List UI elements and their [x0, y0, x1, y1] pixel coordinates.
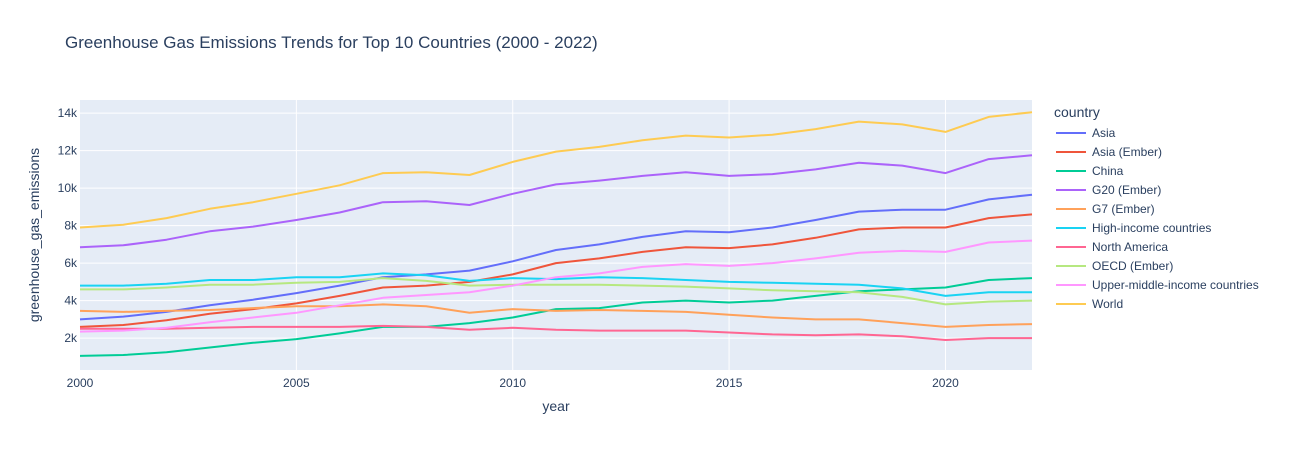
legend-swatch: [1056, 283, 1086, 286]
chart-title: Greenhouse Gas Emissions Trends for Top …: [65, 33, 598, 52]
legend-label: North America: [1092, 239, 1169, 254]
y-tick-label: 14k: [58, 106, 78, 120]
legend-swatch: [1056, 169, 1086, 172]
legend-item-china[interactable]: China: [1054, 161, 1259, 180]
legend-items: Asia Asia (Ember) China G20 (Ember) G7 (Embe…: [1054, 123, 1259, 313]
legend-swatch: [1056, 150, 1086, 153]
series-line-north-america[interactable]: [80, 324, 1032, 341]
x-tick-label: 2015: [716, 376, 743, 390]
legend-label: G20 (Ember): [1092, 182, 1162, 197]
legend-swatch: [1056, 207, 1086, 210]
legend-item-world[interactable]: World: [1054, 294, 1259, 313]
legend-swatch: [1056, 226, 1086, 229]
y-tick-label: 4k: [64, 294, 78, 308]
y-tick-label: 12k: [58, 144, 78, 158]
series-line-asia[interactable]: [79, 193, 1033, 321]
legend-label: Asia: [1092, 125, 1116, 140]
legend-label: OECD (Ember): [1092, 258, 1174, 273]
legend-label: China: [1092, 163, 1124, 178]
legend-label: G7 (Ember): [1092, 201, 1155, 216]
series-lines: [79, 111, 1033, 357]
legend-item-oecd-ember[interactable]: OECD (Ember): [1054, 256, 1259, 275]
legend-item-g7-ember[interactable]: G7 (Ember): [1054, 199, 1259, 218]
x-axis-title: year: [542, 398, 570, 414]
series-line-g20-ember[interactable]: [79, 154, 1033, 249]
legend-title: country: [1054, 104, 1100, 120]
y-tick-label: 8k: [64, 219, 78, 233]
legend-label: World: [1092, 296, 1124, 311]
y-tick-labels: 2k 4k 6k 8k 10k 12k 14k: [58, 106, 78, 345]
series-line-upper-middle-income-countries[interactable]: [79, 239, 1033, 333]
series-line-g7-ember[interactable]: [79, 303, 1033, 328]
legend-swatch: [1056, 302, 1086, 305]
series-line-high-income-countries[interactable]: [80, 272, 1032, 297]
series-line-world[interactable]: [79, 111, 1033, 229]
x-tick-labels: 2000 2005 2010 2015 2020: [67, 376, 959, 390]
series-line-asia-ember[interactable]: [79, 213, 1033, 328]
legend-label: High-income countries: [1092, 220, 1212, 235]
legend-swatch: [1056, 188, 1086, 191]
x-gridlines: [295, 100, 946, 370]
series-line-oecd-ember[interactable]: [80, 277, 1033, 306]
y-axis-title: greenhouse_gas_emissions: [26, 148, 42, 322]
x-tick-label: 2005: [283, 376, 310, 390]
legend-swatch: [1056, 264, 1086, 267]
legend-item-asia[interactable]: Asia: [1054, 123, 1259, 142]
series-line-china[interactable]: [79, 277, 1033, 357]
legend: country Asia Asia (Ember) China G20 (Ember)…: [1054, 104, 1259, 313]
plot-background: [80, 100, 1032, 370]
x-tick-label: 2010: [499, 376, 526, 390]
legend-item-g20-ember[interactable]: G20 (Ember): [1054, 180, 1259, 199]
legend-swatch: [1056, 131, 1086, 134]
y-tick-label: 6k: [64, 256, 78, 270]
legend-item-asia-ember[interactable]: Asia (Ember): [1054, 142, 1259, 161]
legend-item-high-income-countries[interactable]: High-income countries: [1054, 218, 1259, 237]
legend-label: Upper-middle-income countries: [1092, 277, 1259, 292]
x-tick-label: 2020: [932, 376, 959, 390]
legend-label: Asia (Ember): [1092, 144, 1163, 159]
y-tick-label: 10k: [58, 181, 78, 195]
legend-item-upper-middle-income-countries[interactable]: Upper-middle-income countries: [1054, 275, 1259, 294]
legend-swatch: [1056, 245, 1086, 248]
x-tick-label: 2000: [67, 376, 94, 390]
y-tick-label: 2k: [64, 331, 78, 345]
legend-item-north-america[interactable]: North America: [1054, 237, 1259, 256]
